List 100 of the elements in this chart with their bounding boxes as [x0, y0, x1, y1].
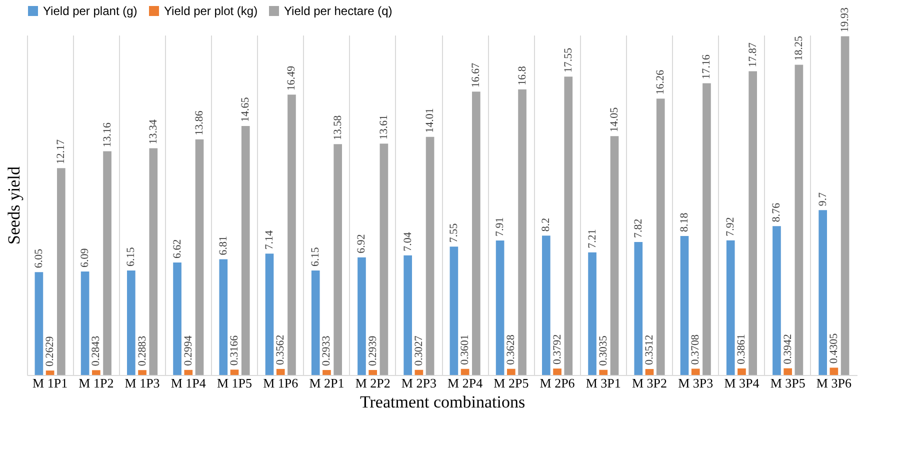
x-tick-label: M 3P2 [632, 376, 668, 390]
data-label: 7.91 [494, 217, 506, 237]
bar [34, 272, 44, 375]
bar [138, 370, 146, 375]
data-label: 6.09 [79, 248, 92, 268]
bar [830, 368, 838, 375]
data-label: 6.92 [356, 234, 368, 254]
data-label: 8.18 [678, 212, 690, 232]
bar [840, 36, 850, 375]
x-tick-label: M 1P3 [124, 376, 160, 390]
data-label: 7.55 [448, 222, 460, 243]
x-tick-label: M 2P4 [448, 376, 484, 390]
data-label: 0.3166 [228, 334, 240, 366]
data-label: 7.92 [724, 217, 737, 236]
bar [702, 83, 711, 375]
bar [103, 151, 112, 375]
bar [748, 71, 757, 375]
data-label: 6.81 [217, 236, 230, 256]
bar [127, 270, 136, 375]
data-label: 14.01 [424, 108, 436, 133]
data-label: 8.76 [770, 202, 783, 222]
x-tick-label: M 1P2 [78, 376, 114, 390]
bar [265, 254, 274, 375]
legend-label: Yield per hectare (q) [284, 4, 392, 18]
data-label: 0.3512 [644, 334, 656, 366]
bar [784, 368, 792, 375]
data-label: 0.3628 [505, 334, 518, 365]
bar [680, 236, 689, 375]
x-tick-label: M 3P6 [816, 376, 852, 390]
data-label: 16.8 [516, 66, 528, 86]
x-tick-label: M 2P6 [540, 376, 576, 390]
data-label: 6.62 [171, 239, 184, 258]
data-label: 19.93 [839, 6, 852, 32]
data-label: 0.3601 [459, 334, 472, 365]
bar [588, 252, 596, 375]
bar [57, 168, 66, 375]
bar [794, 64, 804, 375]
bar [726, 240, 735, 375]
bar [426, 136, 434, 375]
bar [184, 370, 193, 375]
bar [610, 136, 619, 375]
data-label: 0.3035 [597, 335, 610, 366]
data-label: 16.67 [470, 62, 482, 88]
data-label: 8.2 [540, 218, 552, 232]
data-label: 0.2629 [44, 336, 56, 367]
data-label: 0.3562 [274, 334, 287, 365]
data-label: 0.3708 [690, 334, 702, 365]
data-label: 13.58 [332, 114, 344, 140]
bar [311, 270, 320, 375]
bar [219, 259, 228, 375]
data-label: 14.65 [240, 96, 252, 122]
x-tick-label: M 1P1 [32, 376, 68, 390]
data-label: 0.3861 [736, 334, 748, 364]
data-label: 13.34 [147, 118, 160, 144]
data-label: 6.15 [125, 246, 138, 266]
x-tick-label: M 3P1 [586, 376, 621, 390]
data-label: 0.2939 [366, 335, 379, 366]
data-label: 0.3942 [782, 334, 794, 364]
bar [564, 76, 573, 375]
bar [46, 370, 54, 375]
data-label: 6.15 [310, 246, 322, 266]
bar [288, 94, 296, 375]
bar [460, 368, 470, 375]
bar [195, 139, 204, 375]
data-label: 7.21 [586, 229, 598, 248]
data-label: 0.2994 [182, 335, 194, 366]
data-label: 0.2933 [320, 335, 333, 366]
data-label: 0.3792 [551, 334, 564, 365]
data-label: 9.7 [816, 192, 829, 206]
data-label: 12.17 [55, 138, 68, 164]
data-label: 0.2843 [90, 335, 102, 366]
legend-label: Yield per plot (kg) [164, 4, 258, 18]
bar [818, 210, 827, 375]
x-tick-label: M 3P4 [724, 376, 760, 390]
data-label: 0.4305 [828, 332, 840, 364]
data-label: 7.14 [264, 230, 276, 250]
data-label: 14.05 [608, 106, 620, 132]
bar [334, 144, 342, 375]
bar [450, 246, 458, 375]
bar [634, 242, 643, 375]
bar [553, 368, 562, 375]
data-label: 17.87 [746, 42, 759, 68]
bar [542, 236, 550, 375]
bar [656, 98, 665, 375]
legend-label: Yield per plant (g) [43, 4, 138, 18]
x-tick-label: M 1P5 [216, 376, 252, 390]
x-tick-label: M 2P5 [494, 376, 529, 390]
bar [599, 370, 608, 375]
data-label: 0.2883 [136, 335, 148, 366]
data-label: 18.25 [792, 36, 805, 61]
x-tick-label: M 2P3 [401, 376, 436, 390]
bar [496, 240, 504, 375]
bar [772, 226, 781, 375]
bar [738, 368, 746, 375]
bar [322, 370, 331, 375]
data-label: 13.61 [378, 114, 390, 140]
data-label: 0.3027 [412, 335, 425, 366]
x-tick-label: M 2P1 [309, 376, 344, 390]
bar [173, 262, 182, 375]
bar [368, 370, 377, 375]
